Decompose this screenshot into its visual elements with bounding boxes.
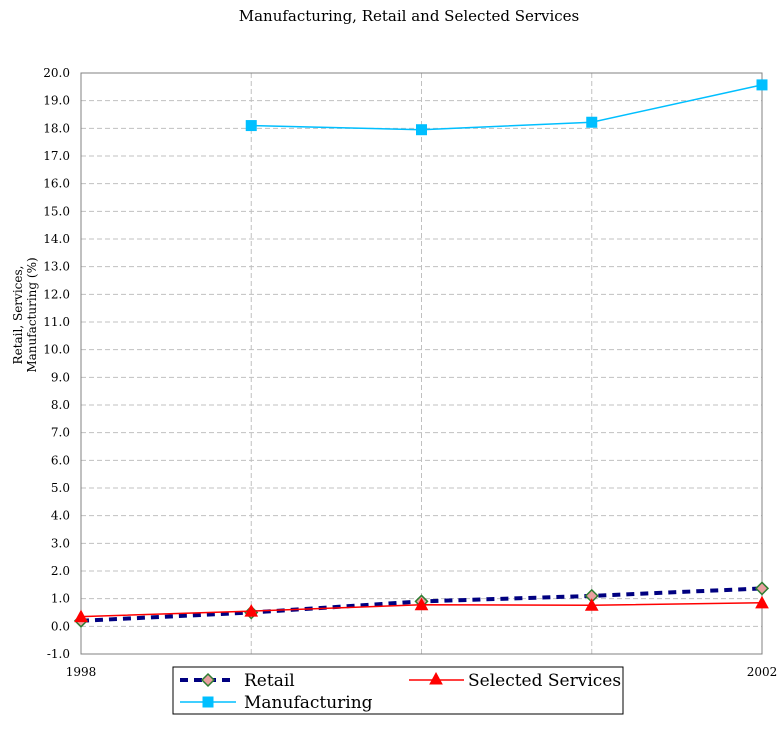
y-tick-label: 7.0 bbox=[51, 426, 70, 440]
y-tick-label: -1.0 bbox=[47, 647, 70, 661]
legend-label-retail: Retail bbox=[244, 671, 295, 691]
y-tick-label: 5.0 bbox=[51, 481, 70, 495]
legend-box bbox=[172, 666, 624, 715]
y-tick-label: 14.0 bbox=[43, 232, 70, 246]
y-tick-label: 15.0 bbox=[43, 204, 70, 218]
data-point-manufacturing bbox=[416, 124, 427, 136]
y-tick-label: 3.0 bbox=[51, 536, 70, 550]
data-point-selected-services bbox=[244, 604, 259, 617]
y-tick-label: 12.0 bbox=[43, 287, 70, 301]
y-tick-label: 0.0 bbox=[51, 619, 70, 633]
y-axis-label-line-2: Manufacturing (%) bbox=[25, 257, 39, 372]
x-tick-label: 2002 bbox=[747, 665, 777, 679]
data-point-selected-services bbox=[414, 597, 429, 611]
y-tick-label: 13.0 bbox=[43, 260, 70, 274]
series-line-manufacturing bbox=[251, 84, 763, 131]
data-point-selected-services bbox=[755, 595, 769, 609]
legend-marker-retail bbox=[200, 672, 216, 688]
series-layer bbox=[73, 79, 770, 628]
legend-marker-manufacturing bbox=[202, 696, 214, 708]
series-selected-services bbox=[74, 595, 769, 623]
data-point-selected-services bbox=[584, 598, 599, 611]
chart-title: Manufacturing, Retail and Selected Servi… bbox=[239, 7, 580, 25]
y-tick-label: 10.0 bbox=[43, 343, 70, 357]
series-manufacturing bbox=[245, 79, 768, 136]
data-point-manufacturing bbox=[586, 116, 598, 128]
y-tick-label: 8.0 bbox=[51, 398, 70, 412]
y-tick-labels: -1.0 0.0 1.0 2.0 3.0 4.0 5.0 6.0 7.0 8.0 9.0 10.0 11… bbox=[43, 66, 70, 661]
y-tick-label: 1.0 bbox=[51, 592, 70, 606]
y-tick-label: 11.0 bbox=[43, 315, 70, 329]
y-tick-label: 4.0 bbox=[51, 509, 70, 523]
y-tick-label: 17.0 bbox=[43, 149, 70, 163]
legend-marker-selected-services bbox=[429, 671, 443, 685]
x-tick-label: 1998 bbox=[66, 665, 97, 679]
legend-label-selected-services: Selected Services bbox=[468, 671, 621, 691]
y-tick-label: 16.0 bbox=[43, 177, 70, 191]
grid bbox=[81, 73, 762, 654]
y-tick-label: 18.0 bbox=[43, 121, 70, 135]
legend: Retail Selected Services Manufacturing bbox=[172, 666, 624, 715]
data-point-selected-services bbox=[74, 609, 88, 623]
data-point-manufacturing bbox=[245, 120, 257, 132]
y-axis-label-line-1: Retail, Services, bbox=[11, 266, 25, 365]
legend-item-selected-services: Selected Services bbox=[409, 671, 621, 691]
y-axis-label: Retail, Services, Manufacturing (%) bbox=[11, 257, 39, 372]
data-point-retail bbox=[754, 581, 770, 596]
y-tick-label: 19.0 bbox=[43, 94, 70, 108]
legend-label-manufacturing: Manufacturing bbox=[244, 693, 373, 713]
legend-item-manufacturing: Manufacturing bbox=[180, 693, 373, 713]
y-tick-label: 6.0 bbox=[51, 453, 70, 467]
y-tick-label: 2.0 bbox=[51, 564, 70, 578]
plot-frame bbox=[80, 72, 763, 655]
y-tick-label: 20.0 bbox=[43, 66, 70, 80]
y-tick-label: 9.0 bbox=[51, 370, 70, 384]
data-point-manufacturing bbox=[756, 79, 768, 91]
legend-item-retail: Retail bbox=[180, 671, 295, 691]
